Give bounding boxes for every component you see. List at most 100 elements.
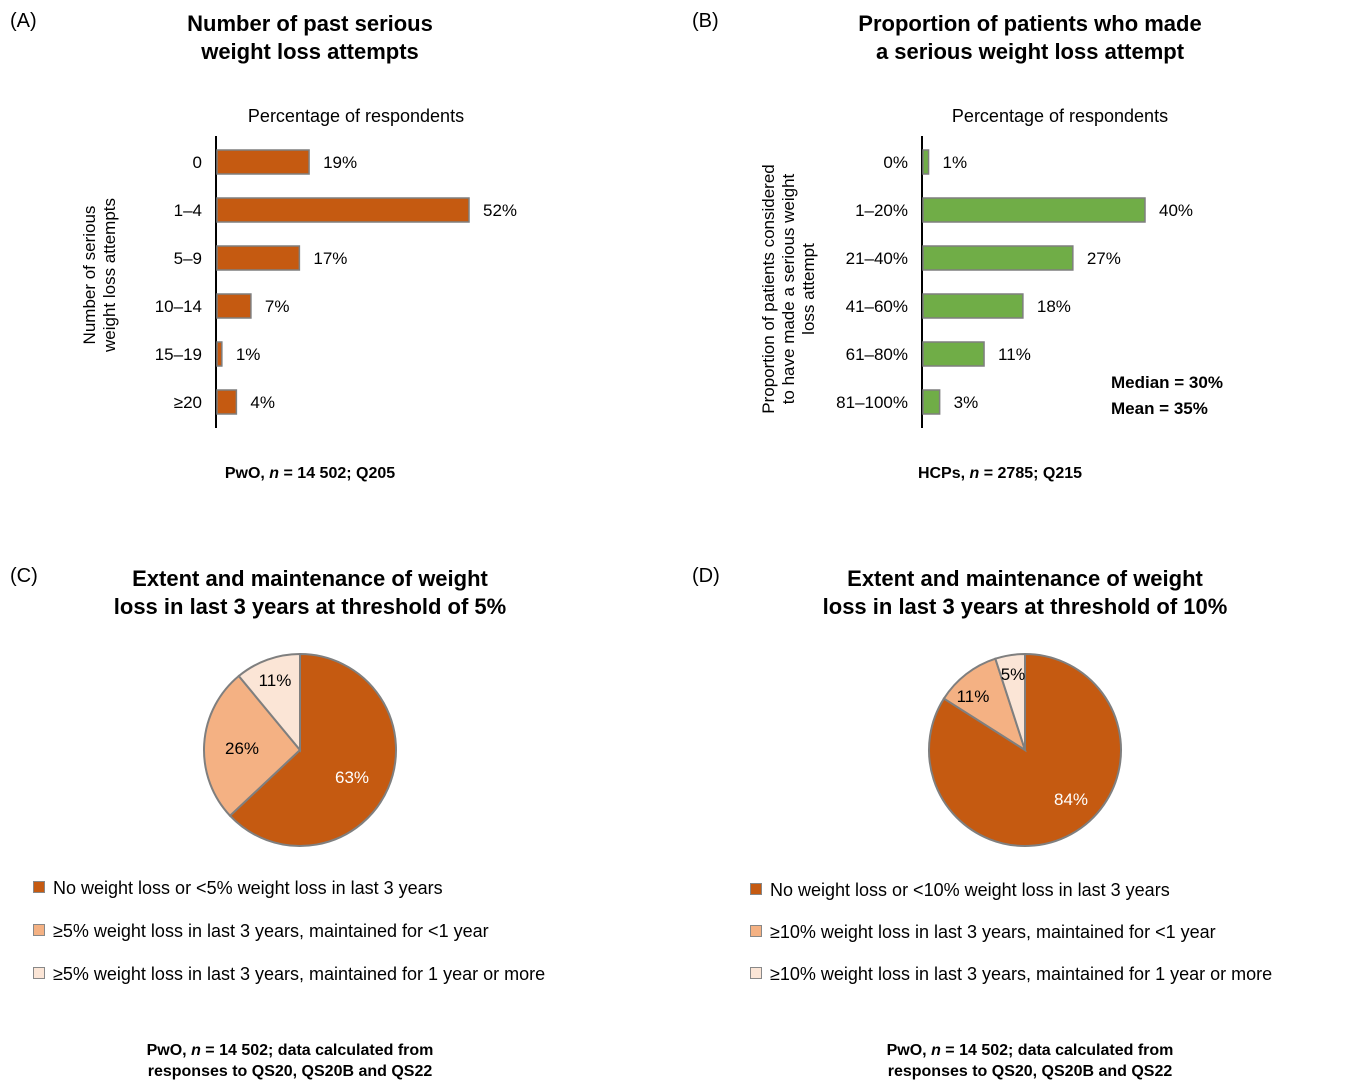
chart-a-category-label: ≥20 — [174, 393, 202, 412]
legend-swatch-pale — [750, 967, 762, 979]
legend-c-label-2: ≥5% weight loss in last 3 years, maintai… — [53, 921, 489, 941]
chart-a-bar — [216, 341, 223, 367]
panel-a-bar-chart: 0 19% 1–4 52% 5–9 17% 10–14 7% 15–19 1% ≥20 4% — [155, 136, 517, 428]
chart-b-bar — [922, 293, 1024, 319]
legend-d-item-3: ≥10% weight loss in last 3 years, mainta… — [750, 964, 1272, 985]
footnote-c-pre: PwO, — [146, 1042, 192, 1059]
panel-d-footnote: PwO, n = 14 502; data calculated from re… — [800, 1040, 1260, 1082]
chart-a-category-label: 15–19 — [155, 345, 202, 364]
chart-b-category-label: 1–20% — [855, 201, 908, 220]
footnote-b-pre: HCPs, — [917, 465, 970, 482]
panel-d-title: Extent and maintenance of weight loss in… — [770, 565, 1280, 621]
chart-a-category-label: 0 — [193, 153, 202, 172]
legend-c-item-2: ≥5% weight loss in last 3 years, maintai… — [33, 921, 489, 942]
chart-b-value-label: 27% — [1087, 249, 1121, 268]
legend-c-label-1: No weight loss or <5% weight loss in las… — [53, 878, 443, 898]
chart-a-category-label: 10–14 — [155, 297, 202, 316]
pie-c-slice — [228, 652, 397, 847]
panel-d-title-line1: Extent and maintenance of weight — [847, 566, 1203, 591]
panel-a-ylabel-line2: weight loss attempts — [100, 198, 119, 353]
footnote-a-post: = 14 502; Q205 — [279, 465, 396, 482]
footnote-d-post: = 14 502; data calculated from — [940, 1042, 1174, 1059]
pie-d-slice — [942, 657, 1027, 753]
legend-d-label-2: ≥10% weight loss in last 3 years, mainta… — [770, 922, 1216, 942]
footnote-a-pre: PwO, — [224, 465, 270, 482]
panel-a-footnote: PwO, n = 14 502; Q205 — [110, 463, 510, 484]
panel-b-label: (B) — [692, 10, 719, 32]
chart-a-category-label: 1–4 — [174, 201, 202, 220]
chart-a-category-label: 5–9 — [174, 249, 202, 268]
panel-a-subtitle: Percentage of respondents — [247, 106, 465, 126]
chart-a-value-label: 17% — [313, 249, 347, 268]
chart-b-value-label: 11% — [998, 345, 1031, 364]
mean-stat: Mean = 35% — [1111, 399, 1208, 418]
panel-b-title: Proportion of patients who made a seriou… — [800, 10, 1260, 66]
chart-b-bar — [922, 389, 941, 415]
chart-a-value-label: 7% — [265, 297, 290, 316]
legend-swatch-orange — [750, 883, 762, 895]
footnote-d-line2: responses to QS20, QS20B and QS22 — [887, 1063, 1173, 1080]
chart-b-category-label: 81–100% — [836, 393, 908, 412]
panel-c-title-line1: Extent and maintenance of weight — [132, 566, 488, 591]
pie-c-slice-label: 63% — [335, 768, 369, 787]
pie-c-slice — [203, 674, 302, 818]
chart-b-category-label: 61–80% — [846, 345, 908, 364]
panel-a-ylabel-line1: Number of serious — [80, 205, 99, 345]
panel-a-y-axis-label: Number of serious weight loss attempts — [80, 185, 120, 365]
legend-d-item-1: No weight loss or <10% weight loss in la… — [750, 880, 1170, 901]
chart-b-category-label: 41–60% — [846, 297, 908, 316]
panel-a-label: (A) — [10, 10, 37, 32]
chart-b-bar — [922, 197, 1146, 223]
footnote-c-n: n — [191, 1042, 201, 1059]
chart-b-category-label: 0% — [883, 153, 908, 172]
panel-a-title: Number of past serious weight loss attem… — [110, 10, 510, 66]
panel-b-subtitle: Percentage of respondents — [951, 106, 1169, 126]
legend-c-item-1: No weight loss or <5% weight loss in las… — [33, 878, 443, 899]
legend-d-label-3: ≥10% weight loss in last 3 years, mainta… — [770, 964, 1273, 984]
pie-d-slice — [928, 652, 1122, 847]
chart-a-bar — [216, 389, 238, 415]
chart-b-bar — [922, 149, 930, 175]
footnote-b-n: n — [969, 465, 980, 482]
chart-a-value-label: 19% — [323, 153, 357, 172]
panel-b-bar-chart: 0% 1% 1–20% 40% 21–40% 27% 41–60% 18% 61–80% 11% 8… — [836, 136, 1193, 428]
panel-b-stats: Median = 30% Mean = 35% — [1111, 370, 1223, 422]
chart-a-bar — [216, 197, 470, 223]
panel-b-title-line1: Proportion of patients who made — [858, 11, 1202, 36]
panel-c-label: (C) — [10, 565, 38, 587]
pie-d-slice-label: 84% — [1054, 790, 1088, 809]
chart-a-bar — [216, 293, 252, 319]
panel-c-pie-chart: 63% 26% 11% — [203, 652, 397, 847]
chart-a-value-label: 52% — [483, 201, 517, 220]
chart-b-bar — [922, 341, 985, 367]
chart-a-value-label: 4% — [250, 393, 275, 412]
panel-b-footnote: HCPs, n = 2785; Q215 — [800, 463, 1200, 484]
chart-b-value-label: 3% — [954, 393, 979, 412]
median-stat: Median = 30% — [1111, 373, 1223, 392]
pie-c-slice-label: 11% — [259, 671, 292, 690]
footnote-c-post: = 14 502; data calculated from — [200, 1042, 434, 1059]
panel-d-label: (D) — [692, 565, 720, 587]
footnote-d-n: n — [931, 1042, 941, 1059]
chart-b-value-label: 18% — [1037, 297, 1071, 316]
legend-c-label-3: ≥5% weight loss in last 3 years, maintai… — [53, 964, 546, 984]
legend-d-label-1: No weight loss or <10% weight loss in la… — [770, 880, 1170, 900]
pie-c-slice — [237, 652, 301, 753]
legend-swatch-pale — [33, 967, 45, 979]
panel-a-title-line1: Number of past serious — [187, 11, 433, 36]
chart-b-bar — [922, 245, 1074, 271]
chart-b-category-label: 21–40% — [846, 249, 908, 268]
legend-swatch-light-orange — [33, 924, 45, 936]
legend-swatch-orange — [33, 881, 45, 893]
legend-d-item-2: ≥10% weight loss in last 3 years, mainta… — [750, 922, 1216, 943]
panel-c-footnote: PwO, n = 14 502; data calculated from re… — [60, 1040, 520, 1082]
panel-c-title: Extent and maintenance of weight loss in… — [60, 565, 560, 621]
panel-b-ylabel-line2: to have made a serious weight — [779, 173, 798, 405]
chart-a-value-label: 1% — [236, 345, 261, 364]
pie-d-slice-label: 5% — [1001, 665, 1026, 684]
pie-d-slice-label: 11% — [957, 687, 990, 706]
panel-b-ylabel-line1: Proportion of patients considered — [759, 164, 778, 414]
legend-swatch-light-orange — [750, 925, 762, 937]
footnote-d-pre: PwO, — [886, 1042, 932, 1059]
chart-a-bar — [216, 149, 310, 175]
